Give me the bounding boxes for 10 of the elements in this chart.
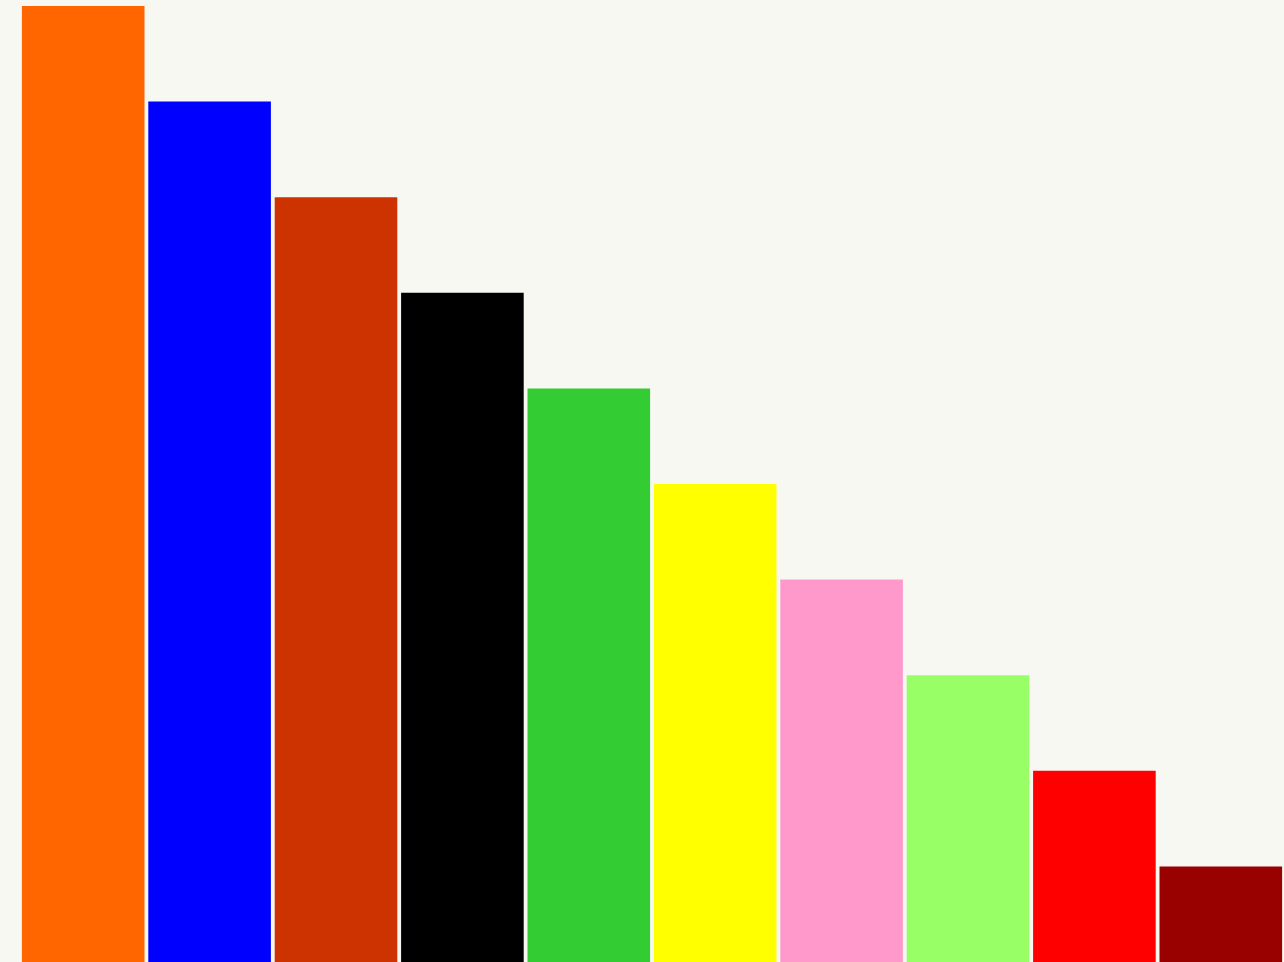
bar [653,484,777,962]
bar [906,675,1030,962]
bar [274,197,398,962]
bar [21,6,145,962]
bar [148,101,271,962]
bar [1159,866,1283,962]
bar [527,388,651,962]
bar [401,292,524,962]
bar [1033,770,1156,962]
bar [780,579,903,962]
